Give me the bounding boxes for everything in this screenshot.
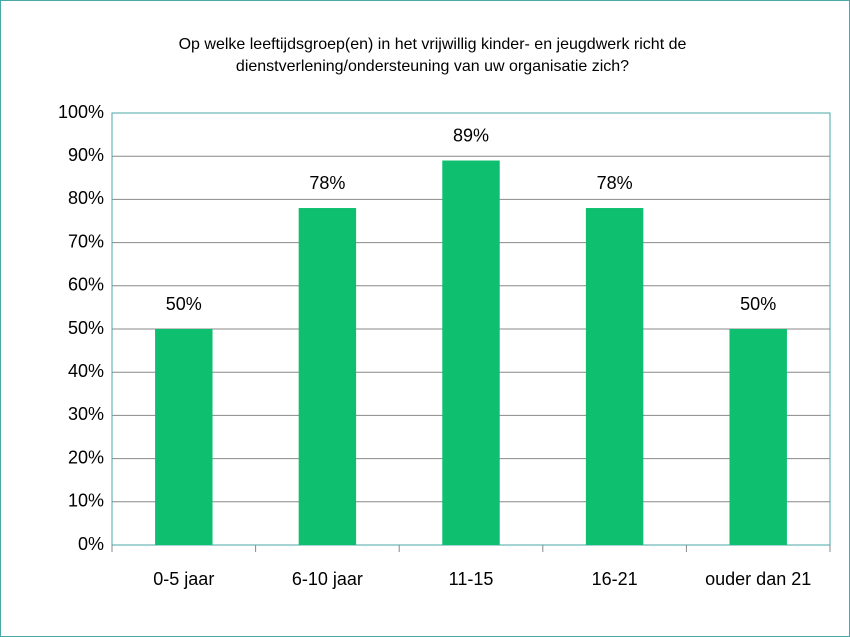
y-tick-label: 60% xyxy=(68,275,104,295)
chart-title: Op welke leeftijdsgroep(en) in het vrijw… xyxy=(178,36,687,75)
value-label: 89% xyxy=(453,125,489,145)
y-tick-label: 90% xyxy=(68,145,104,165)
value-label: 78% xyxy=(597,173,633,193)
y-tick-label: 40% xyxy=(68,361,104,381)
y-tick-label: 30% xyxy=(68,404,104,424)
x-tick-label: ouder dan 21 xyxy=(705,569,812,589)
x-tick-label: 0-5 jaar xyxy=(153,569,215,589)
y-tick-label: 100% xyxy=(58,102,104,122)
bar xyxy=(585,208,644,546)
x-tick-label: 11-15 xyxy=(448,569,494,589)
bar xyxy=(155,329,213,545)
x-tick-label: 16-21 xyxy=(591,569,638,589)
y-tick-label: 50% xyxy=(68,318,104,338)
y-tick-label: 0% xyxy=(78,534,104,554)
y-tick-label: 10% xyxy=(68,491,104,511)
value-label: 78% xyxy=(309,173,345,193)
y-tick-label: 20% xyxy=(68,447,104,467)
value-label: 50% xyxy=(166,294,202,314)
bar xyxy=(442,160,500,545)
bar xyxy=(729,329,787,545)
x-tick-label: 6-10 jaar xyxy=(291,569,363,589)
y-tick-label: 80% xyxy=(68,188,104,208)
y-tick-label: 70% xyxy=(68,231,104,251)
bar xyxy=(298,208,357,546)
value-label: 50% xyxy=(740,294,776,314)
